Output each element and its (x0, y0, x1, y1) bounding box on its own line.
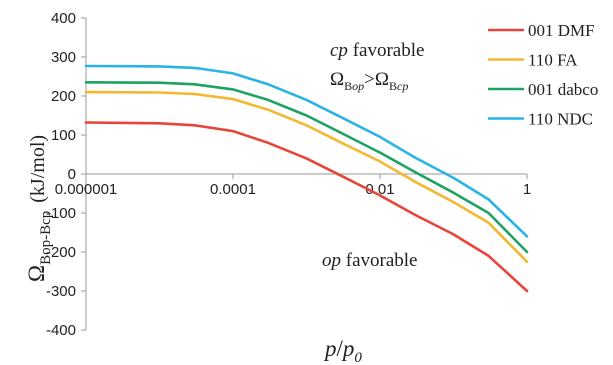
x-axis-title-p: p (323, 336, 337, 361)
y-axis-title-omega: Ω (24, 265, 49, 282)
y-tick-label: -200 (46, 244, 76, 261)
annotation-omega-symbol-1: Ω (330, 69, 344, 90)
y-tick-label: 400 (51, 10, 76, 27)
legend-label-1: 110 FA (528, 51, 578, 70)
annotation-omega-sub-2b: cp (397, 79, 408, 93)
series-line-1 (84, 90, 529, 264)
annotation-omega-sub-1b: op (352, 79, 364, 93)
x-ticks: 0.000001 0.0001 0.01 1 (55, 174, 531, 198)
series-line-2 (84, 81, 529, 254)
annotation-cp-favorable: cp favorable (330, 40, 424, 61)
series-lines (84, 64, 529, 293)
annotation-op-favorable: op favorable (322, 250, 417, 271)
x-tick-label: 0.0001 (210, 181, 256, 198)
annotation-op-rest: favorable (341, 250, 417, 271)
x-tick-label: 0.000001 (55, 181, 118, 198)
legend: 001 DMF 110 FA 001 dabco 110 NDC (488, 21, 598, 129)
x-tick-label: 0.01 (365, 181, 394, 198)
series-line-0 (84, 121, 529, 293)
legend-label-2: 001 dabco (528, 80, 598, 99)
annotation-gt: > (364, 69, 375, 90)
y-tick-label: -100 (46, 205, 76, 222)
annotation-omega-symbol-2: Ω (375, 69, 389, 90)
annotation-omega-sub-2a: B (389, 79, 397, 93)
y-tick-label: 300 (51, 49, 76, 66)
annotation-cp-italic: cp (330, 40, 348, 61)
x-axis-title-p0: p (341, 336, 355, 361)
legend-label-0: 001 DMF (528, 21, 595, 40)
legend-label-3: 110 NDC (528, 110, 593, 129)
x-axis-title-sub: 0 (354, 350, 362, 365)
annotation-cp-rest: favorable (348, 40, 424, 61)
x-axis-title-slash: / (337, 336, 344, 361)
y-axis-title: ΩBop-Bcp (kJ/mol) (24, 135, 54, 282)
annotation-omega-sub-1a: B (344, 79, 352, 93)
y-axis-title-units: (kJ/mol) (27, 135, 49, 203)
y-tick-label: -300 (46, 283, 76, 300)
y-tick-label: 100 (51, 127, 76, 144)
x-tick-label: 1 (523, 181, 531, 198)
series-line-3 (84, 64, 529, 238)
y-tick-label: 0 (68, 166, 76, 183)
y-tick-label: -400 (46, 322, 76, 339)
y-axis-title-sub: Bop-Bcp (38, 211, 54, 265)
y-ticks: 400 300 200 100 0 -100 -200 -300 -400 (46, 10, 86, 339)
annotation-omega-inequality: ΩBop>ΩBcp (330, 69, 408, 93)
annotation-op-italic: op (322, 250, 341, 271)
y-tick-label: 200 (51, 88, 76, 105)
x-axis-title: p/p0 (323, 336, 362, 365)
